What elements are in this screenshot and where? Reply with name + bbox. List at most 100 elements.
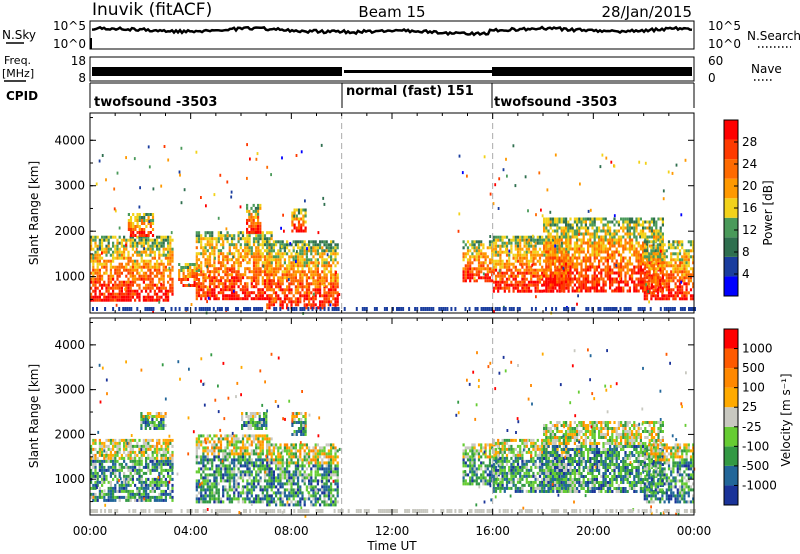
heat-cell (129, 289, 132, 293)
heat-cell (530, 289, 533, 293)
heat-cell (642, 259, 645, 263)
heat-cell (118, 450, 121, 454)
heat-cell (233, 294, 236, 298)
heat-cell (685, 258, 688, 262)
heat-cell (92, 277, 95, 281)
heat-cell (114, 271, 117, 275)
heat-cell (600, 247, 603, 251)
heat-cell (486, 270, 489, 274)
heat-cell (98, 277, 101, 281)
heat-cell (657, 229, 660, 233)
heat-cell (136, 444, 139, 448)
heat-cell (525, 238, 528, 242)
heat-speck (320, 143, 323, 147)
heat-cell (565, 235, 568, 239)
heat-cell (567, 280, 570, 284)
heat-cell (131, 462, 134, 466)
heat-cell (510, 268, 513, 272)
heat-cell (98, 465, 101, 469)
heat-cell (659, 264, 662, 268)
heat-cell (206, 255, 209, 259)
heat-cell (652, 240, 655, 244)
heat-cell (532, 250, 535, 254)
heat-cell (692, 282, 695, 286)
heat-cell (514, 268, 517, 272)
heat-cell (164, 265, 167, 269)
heat-cell (547, 223, 550, 227)
heat-cell (600, 217, 603, 221)
heat-cell (589, 220, 592, 224)
heat-cell (118, 241, 121, 245)
heat-cell (655, 232, 658, 236)
heat-speck (438, 307, 441, 311)
heat-cell (222, 264, 225, 268)
heat-cell (98, 238, 101, 242)
heat-cell (277, 297, 280, 301)
heat-cell (653, 277, 656, 281)
heat-cell (491, 279, 494, 283)
heat-cell (670, 288, 673, 292)
heat-cell (462, 273, 465, 277)
heat-cell (667, 279, 671, 283)
heat-cell (252, 264, 256, 268)
heat-cell (239, 264, 242, 268)
heat-cell (114, 256, 117, 260)
heat-cell (158, 441, 161, 445)
heat-speck (578, 232, 580, 236)
heat-cell (611, 238, 614, 242)
heat-cell (246, 203, 249, 207)
heat-cell (648, 285, 651, 289)
heat-cell (565, 247, 568, 251)
heat-cell (136, 289, 139, 293)
heat-cell (149, 253, 152, 257)
heat-cell (305, 273, 308, 277)
heat-cell (633, 244, 636, 248)
heat-cell (112, 256, 115, 260)
heat-cell (257, 258, 260, 262)
heat-cell (120, 438, 123, 442)
heat-cell (626, 283, 629, 287)
heat-cell (263, 291, 267, 295)
heat-cell (643, 273, 646, 277)
heat-cell (211, 234, 214, 238)
heat-speck (457, 229, 460, 233)
heat-speck (224, 307, 227, 311)
heat-cell (294, 243, 297, 247)
heat-cell (547, 286, 550, 290)
heat-cell (547, 217, 550, 221)
heat-cell (480, 243, 483, 247)
heat-cell (291, 223, 294, 227)
heat-cell (211, 231, 214, 235)
heat-cell (149, 480, 152, 484)
heat-cell (620, 217, 623, 221)
heat-cell (94, 453, 97, 457)
heat-speck (122, 307, 125, 311)
heat-cell (593, 238, 596, 242)
heat-cell (325, 276, 328, 280)
heat-cell (151, 250, 154, 254)
heat-cell (663, 267, 666, 271)
heat-cell (656, 273, 660, 277)
heat-cell (591, 277, 594, 281)
heat-cell (101, 286, 104, 290)
heat-cell (571, 256, 574, 260)
heat-cell (195, 276, 198, 280)
heat-cell (514, 274, 517, 278)
heat-cell (334, 246, 337, 250)
heat-cell (142, 298, 145, 302)
heat-cell (615, 250, 618, 254)
heat-cell (94, 253, 97, 257)
heat-cell (308, 261, 311, 265)
heat-cell (655, 244, 658, 248)
heat-cell (613, 271, 616, 275)
heat-cell (593, 265, 596, 269)
heat-cell (208, 261, 212, 265)
heat-cell (96, 253, 99, 257)
heat-cell (125, 465, 128, 469)
heat-speck (546, 188, 549, 192)
heat-cell (494, 253, 498, 257)
heat-cell (556, 265, 559, 269)
heat-cell (665, 285, 668, 289)
heat-cell (105, 492, 108, 496)
heat-cell (584, 274, 587, 278)
